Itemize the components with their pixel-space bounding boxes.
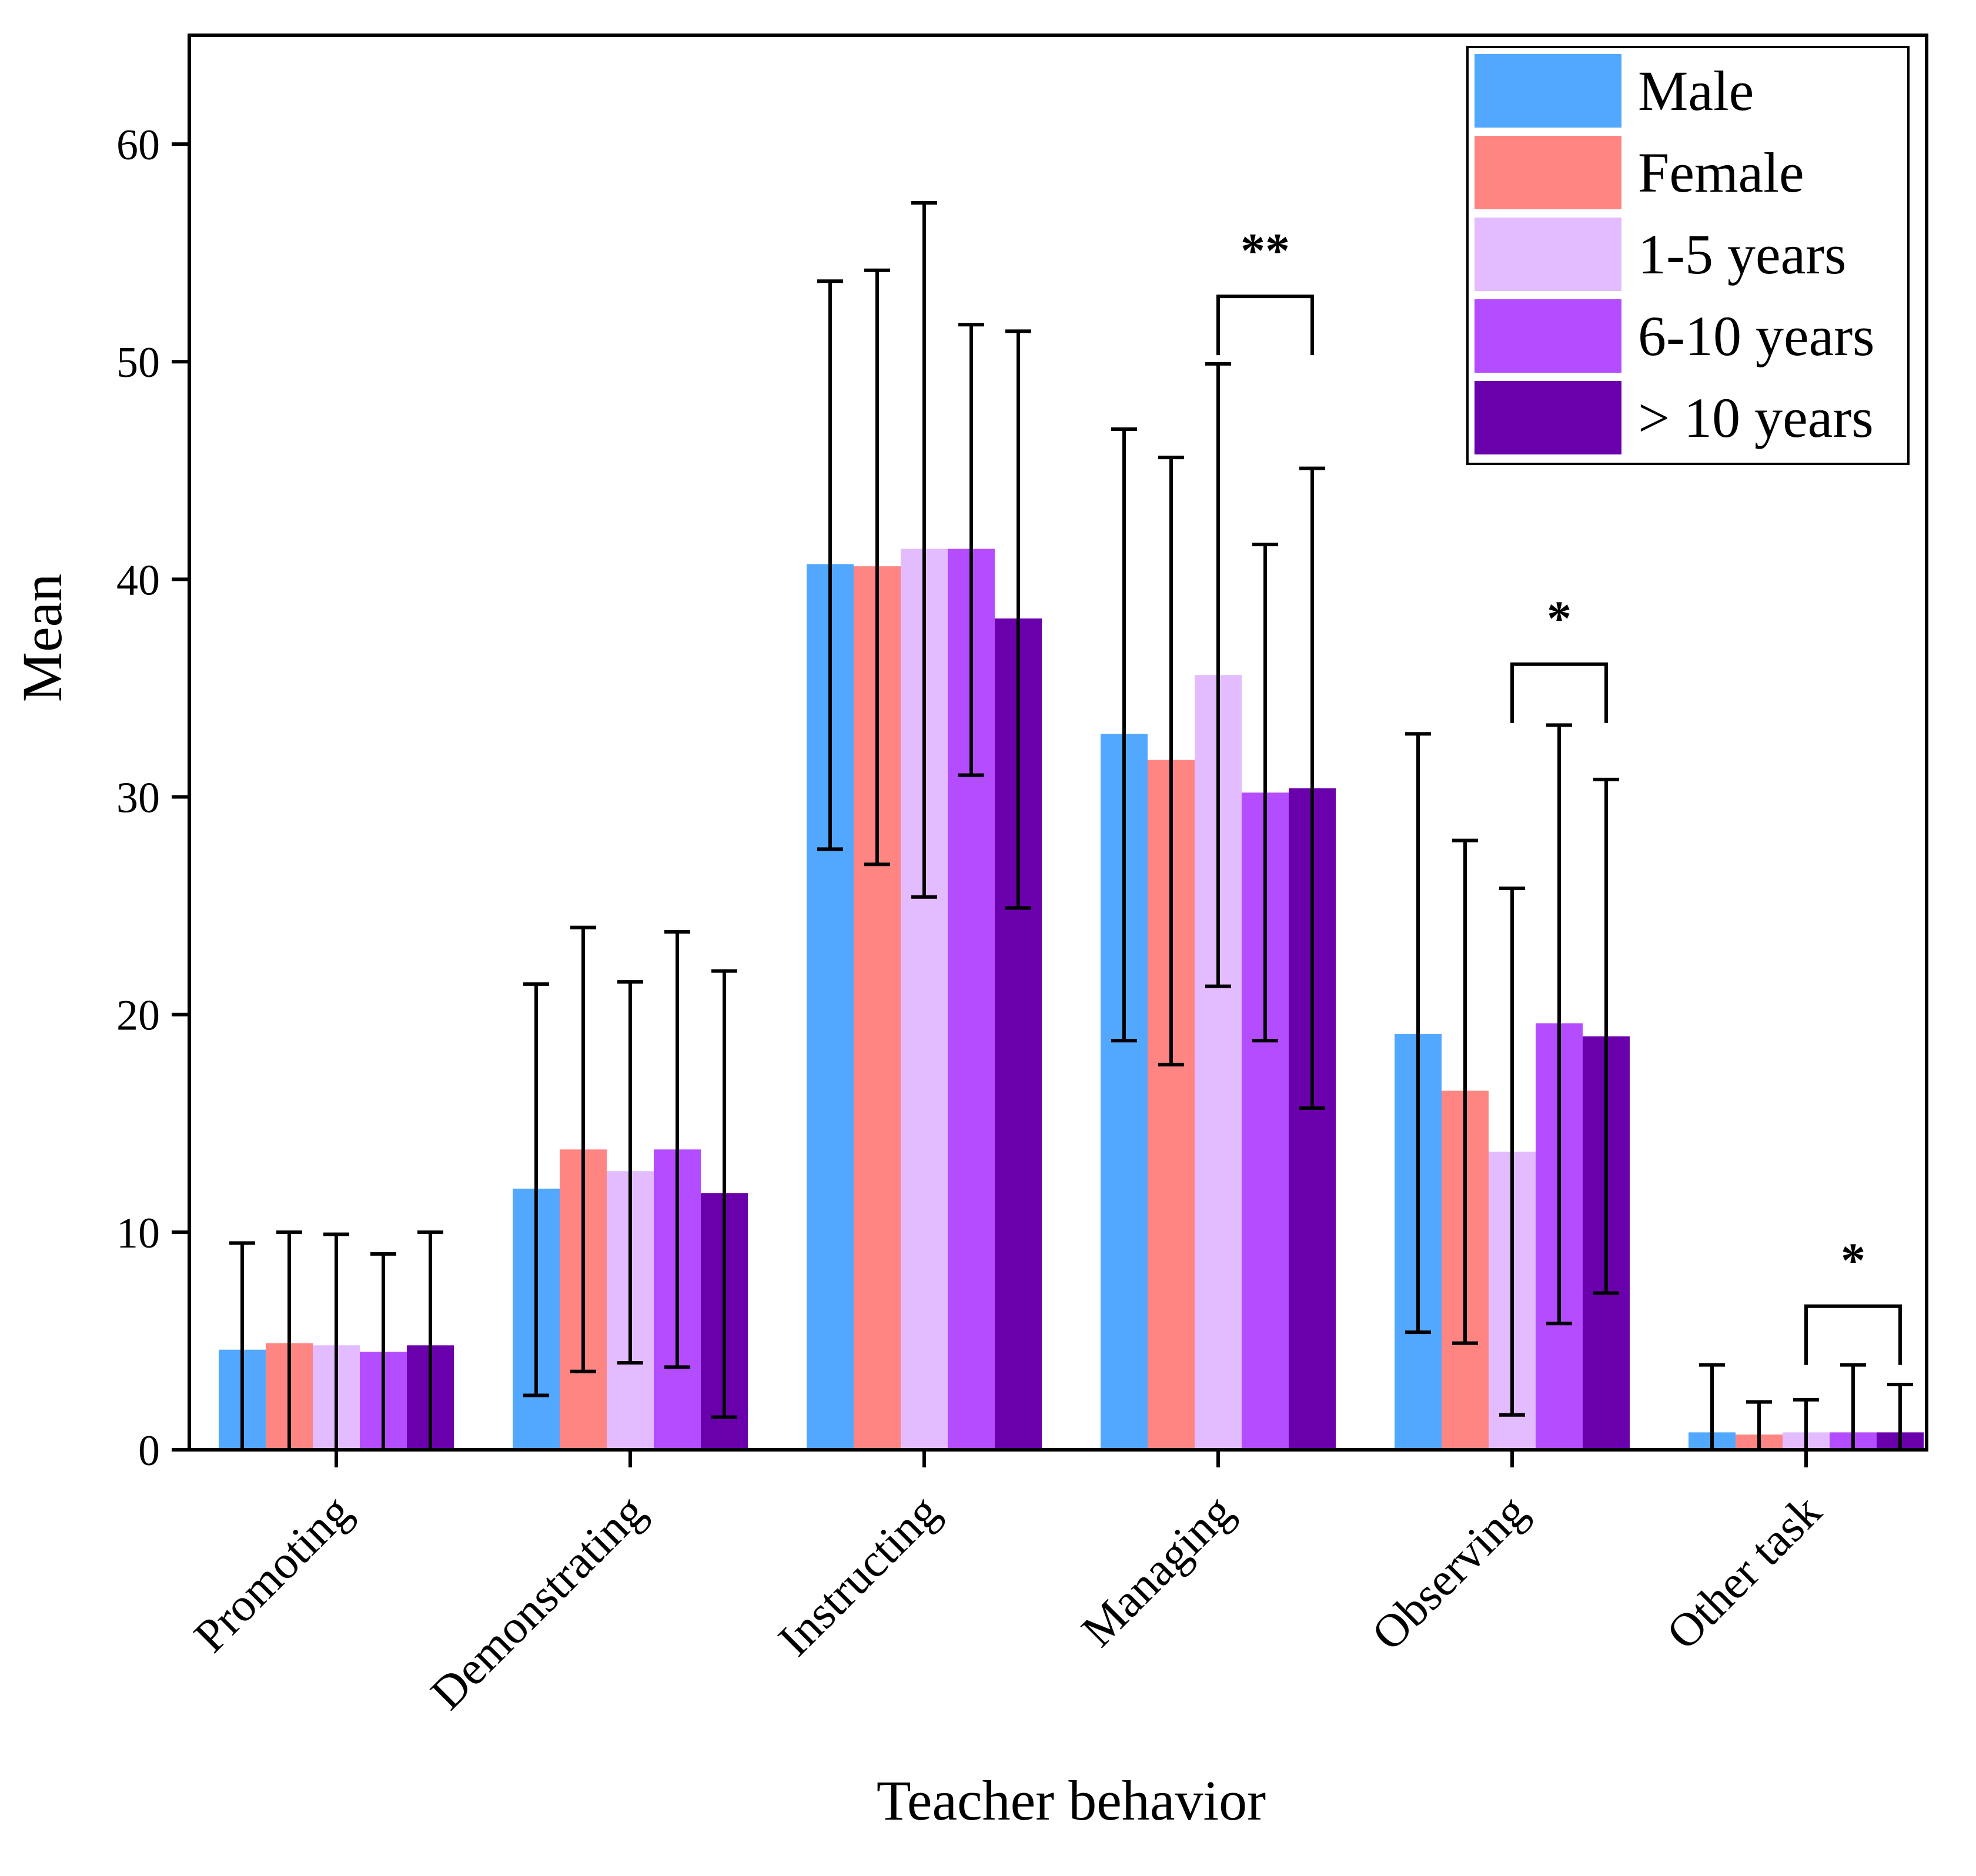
legend-label-3: 1-5 years bbox=[1638, 223, 1847, 286]
legend: Male Female 1-5 years 6-10 years > 10 years bbox=[1466, 46, 1910, 465]
error-bar-4-6 bbox=[1840, 1363, 1866, 1450]
legend-label-5: > 10 years bbox=[1638, 386, 1874, 449]
y-tick-label-60: 60 bbox=[116, 121, 160, 169]
error-bar-3-6 bbox=[1793, 1397, 1819, 1450]
x-tick-label-1: Promoting bbox=[185, 1486, 362, 1663]
error-bar-3-2 bbox=[617, 980, 643, 1365]
plot-frame bbox=[188, 34, 1928, 1452]
significance-layer: **** bbox=[1216, 223, 1902, 1365]
error-bar-2-1 bbox=[276, 1230, 302, 1450]
y-tick-label-10: 10 bbox=[116, 1209, 160, 1258]
error-bar-1-2 bbox=[523, 982, 549, 1397]
x-tick-label-5: Observing bbox=[1362, 1486, 1537, 1661]
legend-swatch-3 bbox=[1475, 218, 1621, 291]
error-bar-2-5 bbox=[1452, 838, 1478, 1345]
error-bar-1-3 bbox=[817, 279, 843, 851]
legend-label-4: 6-10 years bbox=[1638, 305, 1875, 367]
legend-swatch-1 bbox=[1475, 54, 1621, 128]
error-bar-5-2 bbox=[711, 969, 737, 1419]
y-tick-label-50: 50 bbox=[116, 339, 160, 387]
significance-bracket-3: * bbox=[1804, 1233, 1902, 1365]
error-bar-2-3 bbox=[864, 268, 890, 867]
error-bar-3-3 bbox=[911, 201, 937, 899]
x-tick-label-2: Demonstrating bbox=[421, 1486, 655, 1720]
significance-bracket-1: ** bbox=[1216, 223, 1314, 356]
bars-layer bbox=[219, 549, 1924, 1450]
error-bar-5-4 bbox=[1299, 466, 1325, 1110]
error-bar-4-1 bbox=[370, 1252, 396, 1450]
significance-bracket-2: * bbox=[1510, 591, 1608, 723]
error-bar-1-6 bbox=[1699, 1363, 1725, 1450]
y-tick-label-20: 20 bbox=[116, 992, 160, 1040]
legend-swatch-4 bbox=[1475, 299, 1621, 373]
error-bar-3-1 bbox=[323, 1232, 349, 1450]
x-axis-title: Teacher behavior bbox=[877, 1769, 1266, 1832]
error-bars-layer bbox=[229, 201, 1913, 1450]
error-bar-4-3 bbox=[958, 323, 984, 777]
error-bar-3-4 bbox=[1205, 362, 1231, 988]
error-bar-1-1 bbox=[229, 1241, 255, 1450]
error-bar-5-5 bbox=[1593, 777, 1619, 1295]
error-bar-2-6 bbox=[1746, 1400, 1772, 1450]
error-bar-4-5 bbox=[1546, 723, 1572, 1326]
error-bar-1-5 bbox=[1405, 732, 1431, 1335]
error-bar-5-1 bbox=[417, 1230, 443, 1450]
y-axis-title: Mean bbox=[11, 574, 73, 703]
x-tick-label-4: Managing bbox=[1072, 1486, 1243, 1657]
error-bar-4-4 bbox=[1252, 543, 1278, 1043]
error-bar-5-6 bbox=[1887, 1382, 1913, 1450]
x-tick-label-3: Instructing bbox=[768, 1486, 949, 1666]
error-bar-2-2 bbox=[570, 925, 596, 1373]
x-tick-label-6: Other task bbox=[1657, 1486, 1831, 1660]
x-axis: Promoting Demonstrating Instructing Managin… bbox=[185, 1450, 1831, 1720]
error-bar-1-4 bbox=[1111, 427, 1137, 1043]
error-bar-3-5 bbox=[1499, 887, 1525, 1417]
y-axis: 0 10 20 30 40 50 60 bbox=[116, 121, 189, 1475]
significance-label-1: ** bbox=[1241, 223, 1290, 278]
error-bar-4-2 bbox=[664, 930, 690, 1369]
significance-label-3: * bbox=[1841, 1233, 1865, 1288]
legend-label-2: Female bbox=[1638, 141, 1804, 204]
error-bar-2-4 bbox=[1158, 456, 1184, 1066]
error-bar-5-3 bbox=[1005, 329, 1031, 910]
y-tick-label-40: 40 bbox=[116, 556, 160, 604]
legend-swatch-5 bbox=[1475, 381, 1621, 454]
y-tick-label-0: 0 bbox=[138, 1427, 160, 1475]
legend-label-1: Male bbox=[1638, 59, 1754, 122]
significance-label-2: * bbox=[1547, 591, 1572, 646]
y-tick-label-30: 30 bbox=[116, 774, 160, 822]
legend-swatch-2 bbox=[1475, 136, 1621, 209]
